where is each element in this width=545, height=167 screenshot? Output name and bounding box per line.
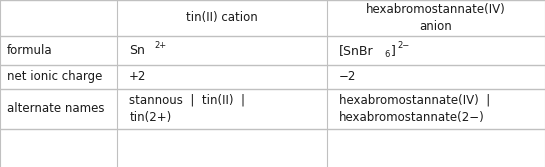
Text: Sn: Sn bbox=[129, 44, 145, 57]
Text: net ionic charge: net ionic charge bbox=[7, 70, 102, 83]
Text: −2: −2 bbox=[339, 70, 356, 83]
Text: hexabromostannate(IV)
anion: hexabromostannate(IV) anion bbox=[366, 3, 506, 33]
Text: 2+: 2+ bbox=[154, 41, 166, 50]
Text: hexabromostannate(IV)  |
hexabromostannate(2−): hexabromostannate(IV) | hexabromostannat… bbox=[339, 94, 490, 124]
Text: stannous  |  tin(II)  |
tin(2+): stannous | tin(II) | tin(2+) bbox=[129, 94, 245, 124]
Text: [SnBr: [SnBr bbox=[339, 44, 374, 57]
Text: tin(II) cation: tin(II) cation bbox=[186, 12, 258, 24]
Text: 6: 6 bbox=[384, 50, 390, 59]
Text: ]: ] bbox=[391, 44, 396, 57]
Text: alternate names: alternate names bbox=[7, 103, 104, 115]
Text: +2: +2 bbox=[129, 70, 147, 83]
Text: formula: formula bbox=[7, 44, 52, 57]
Text: 2−: 2− bbox=[398, 41, 410, 50]
